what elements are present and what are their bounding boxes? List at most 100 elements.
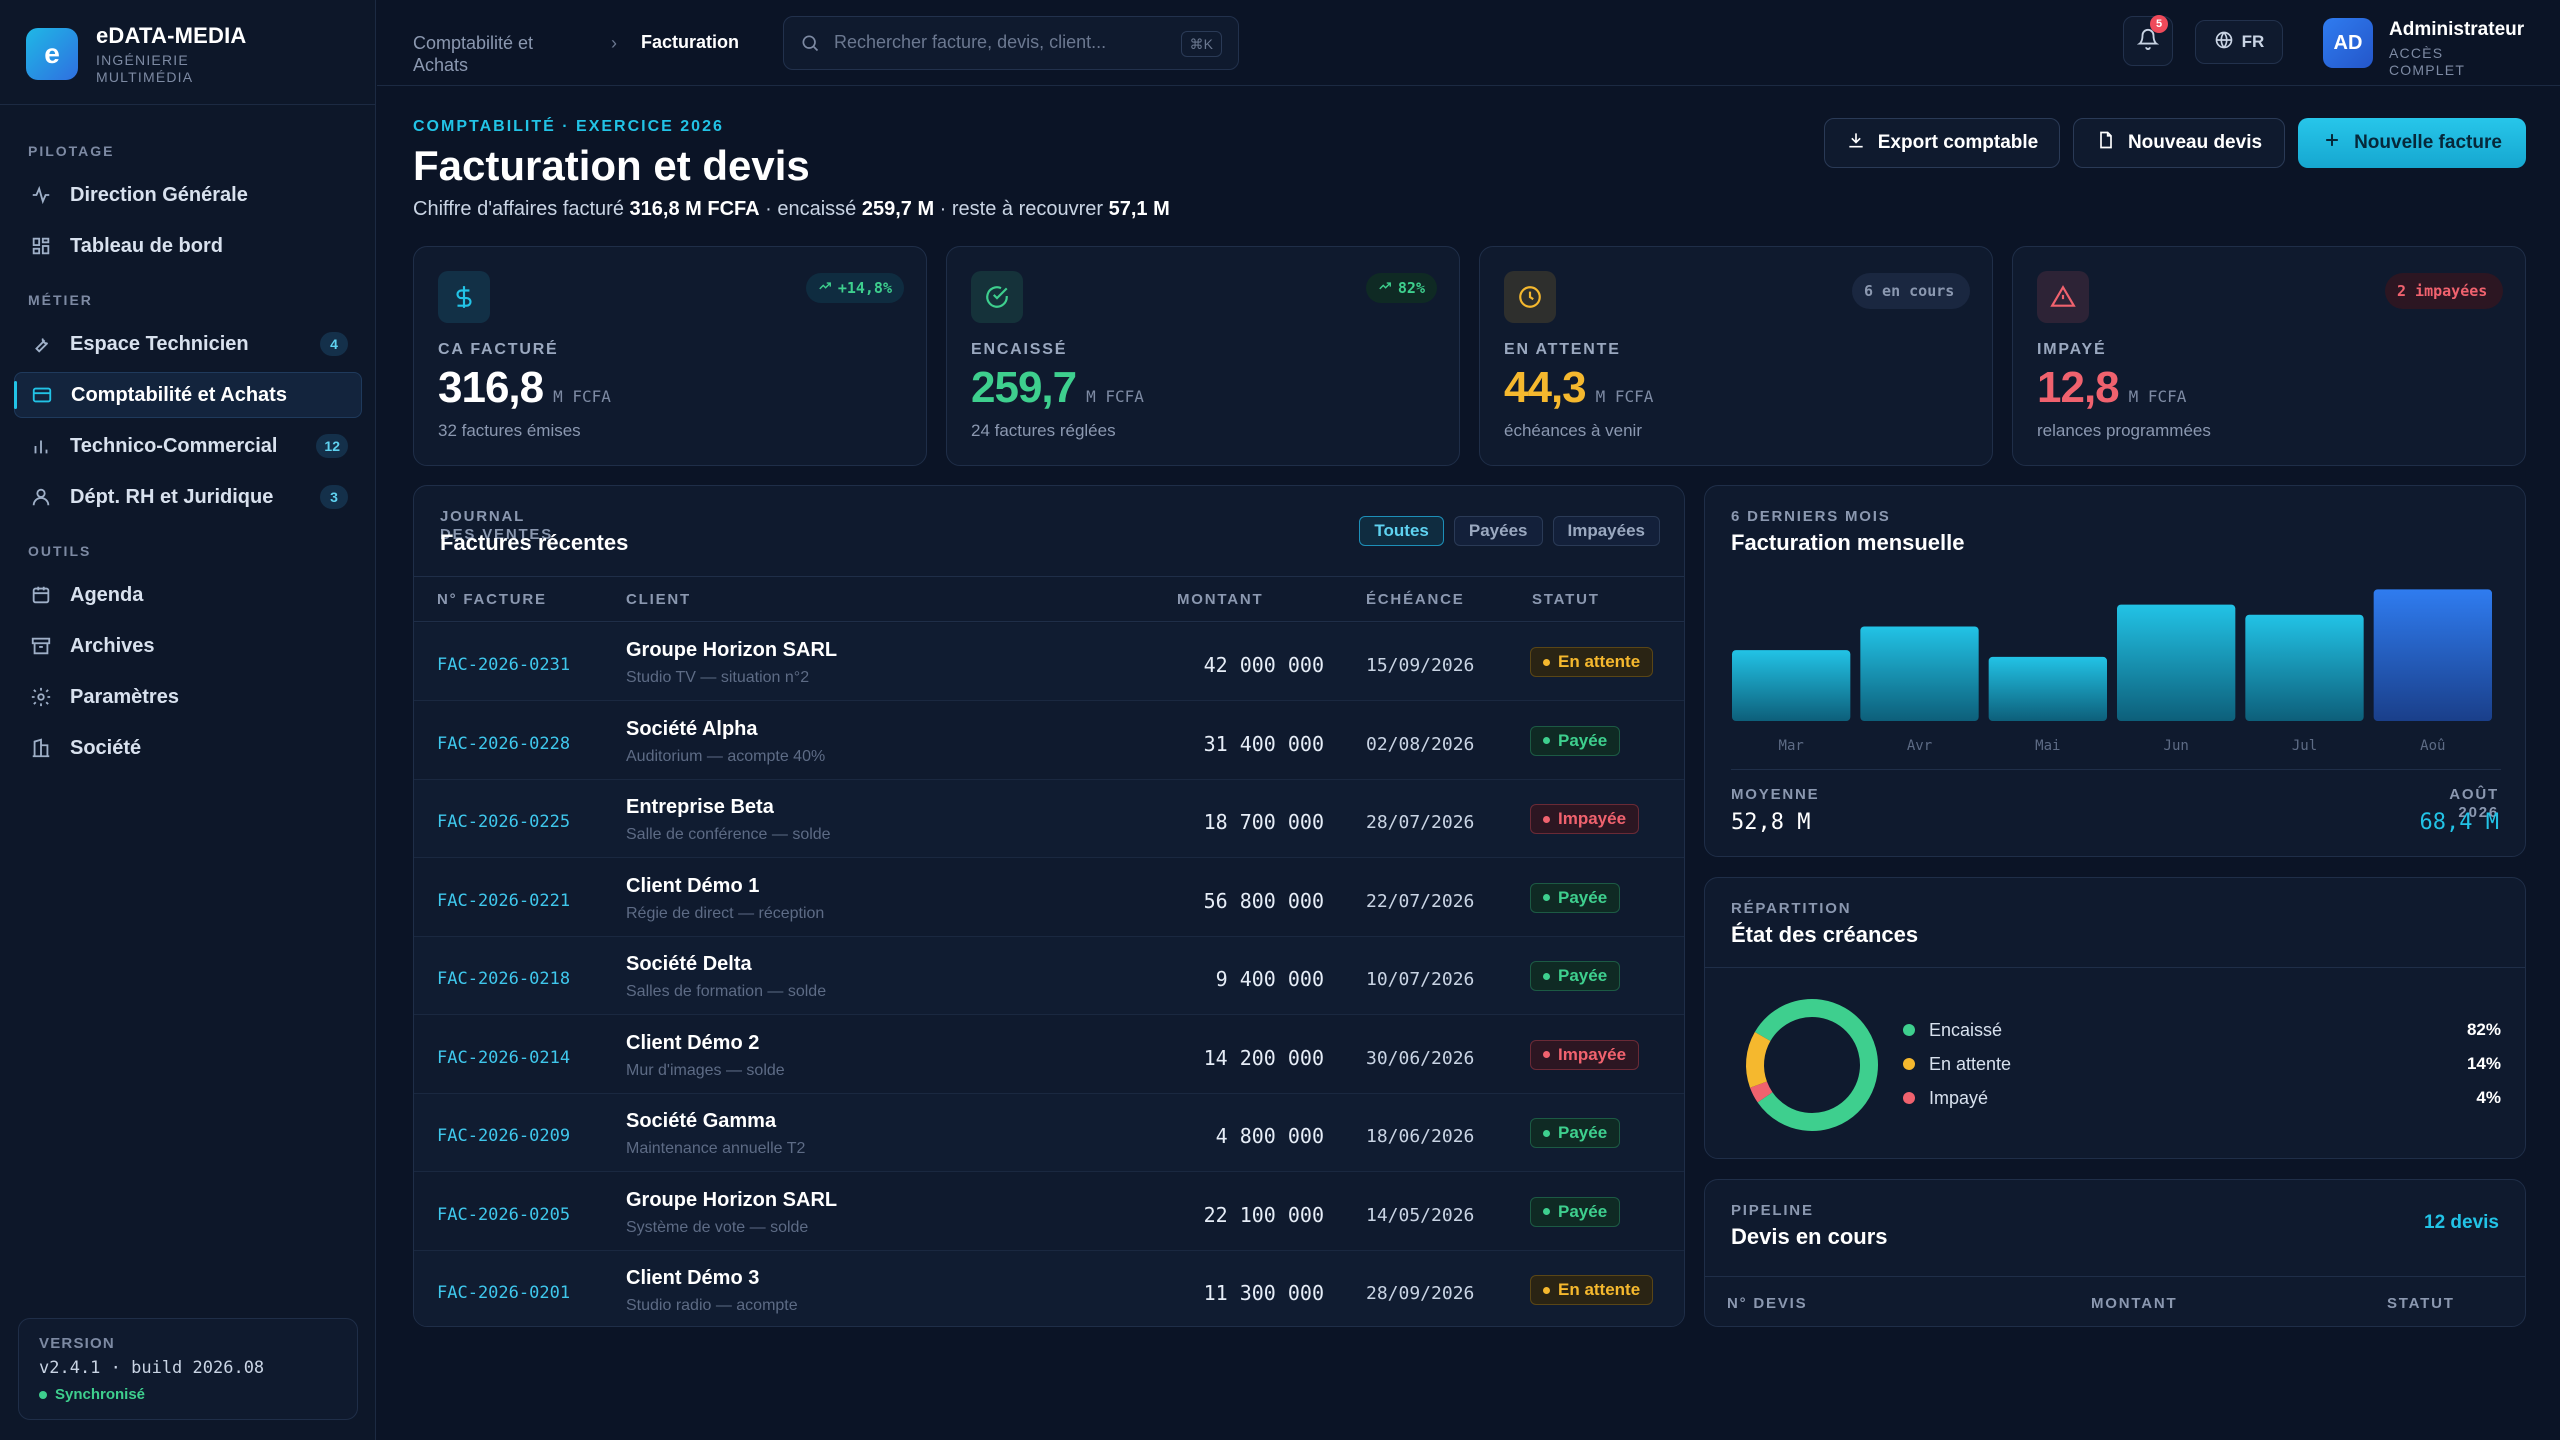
kpi-pill-label: 6 en cours — [1864, 282, 1955, 300]
new-invoice-button[interactable]: Nouvelle facture — [2298, 118, 2526, 168]
table-row[interactable]: FAC-2026-0209 Société Gamma Maintenance an… — [414, 1094, 1684, 1172]
table-row[interactable]: FAC-2026-0214 Client Démo 2 Mur d'images —… — [414, 1016, 1684, 1094]
kpi-label: ENCAISSÉ — [971, 341, 1068, 358]
kpi-card[interactable]: +14,8% CA FACTURÉ 316,8 M FCFA 32 factures é… — [413, 246, 927, 466]
sidebar-item-comptabilite-et-achats[interactable]: Comptabilité et Achats — [14, 372, 362, 418]
sidebar-item-direction-generale[interactable]: Direction Générale — [14, 172, 362, 218]
filter-all[interactable]: Toutes — [1359, 516, 1444, 546]
search-input[interactable]: Rechercher facture, devis, client... ⌘K — [783, 16, 1239, 70]
invoice-number-link[interactable]: FAC-2026-0218 — [437, 969, 571, 989]
invoice-client: Entreprise Beta — [626, 796, 774, 818]
sidebar-item-espace-technicien[interactable]: Espace Technicien 4 — [14, 321, 362, 367]
clock-icon — [1504, 271, 1556, 323]
invoices-title: Factures récentes — [440, 530, 629, 555]
dollar-icon — [438, 271, 490, 323]
col-quote-number[interactable]: N° DEVIS — [1727, 1295, 1808, 1312]
table-row[interactable]: FAC-2026-0228 Société Alpha Auditorium — a… — [414, 702, 1684, 780]
invoice-number-link[interactable]: FAC-2026-0221 — [437, 890, 571, 911]
sync-dot — [39, 1390, 47, 1399]
monthly-eyebrow: 6 DERNIERS MOIS — [1731, 508, 1891, 525]
invoice-filters: Toutes Payées Impayées — [1359, 516, 1660, 546]
table-row[interactable]: FAC-2026-0231 Groupe Horizon SARL Studio T… — [414, 623, 1684, 701]
table-row[interactable]: FAC-2026-0221 Client Démo 1 Régie de direc… — [414, 859, 1684, 937]
invoice-amount: 4 800 000 — [1215, 1124, 1324, 1148]
invoices-eyebrow: JOURNAL DES VENTES — [440, 508, 554, 543]
sidebar-item-tableau-de-bord[interactable]: Tableau de bord — [14, 223, 362, 269]
filter-paid[interactable]: Payées — [1453, 516, 1543, 546]
grid-icon — [30, 235, 52, 257]
kpi-card[interactable]: 6 en cours EN ATTENTE 44,3 M FCFA échéances … — [1479, 246, 1993, 466]
status-dot — [1543, 737, 1550, 744]
invoice-due-date: 10/07/2026 — [1366, 969, 1475, 990]
monthly-divider — [1731, 769, 2501, 770]
trend-up-icon — [1378, 279, 1392, 297]
breadcrumb-parent[interactable]: Comptabilité et Achats — [413, 33, 534, 75]
search-placeholder: Rechercher facture, devis, client... — [834, 32, 1107, 52]
invoice-description: Mur d'images — solde — [626, 1061, 785, 1079]
sync-status: Synchronisé — [39, 1386, 337, 1403]
kpi-card[interactable]: 82% ENCAISSÉ 259,7 M FCFA 24 factures réglée… — [946, 246, 1460, 466]
monthly-bar-chart: Mar Avr Mai Jun Jul Aoû — [1732, 589, 2492, 754]
filter-unpaid[interactable]: Impayées — [1552, 516, 1660, 546]
col-due-date[interactable]: ÉCHÉANCE — [1366, 591, 1465, 608]
notifications-button[interactable]: 5 — [2123, 15, 2173, 66]
language-selector[interactable]: FR — [2195, 20, 2283, 64]
brand-subtitle: INGÉNIERIE MULTIMÉDIA — [96, 51, 194, 85]
page-eyebrow: COMPTABILITÉ · EXERCICE 2026 — [413, 118, 724, 135]
x-tick-label: Jun — [2164, 738, 2189, 754]
legend-percent: 14% — [2466, 1054, 2501, 1073]
nav-section-outils: OUTILS — [28, 543, 92, 559]
sidebar-item-archives[interactable]: Archives — [14, 623, 362, 669]
kpi-footnote: 32 factures émises — [438, 421, 581, 440]
brand[interactable]: e eDATA-MEDIA INGÉNIERIE MULTIMÉDIA — [26, 23, 247, 85]
user-name[interactable]: Administrateur — [2389, 19, 2525, 40]
avatar[interactable]: AD — [2323, 18, 2373, 68]
col-quote-status[interactable]: STATUT — [2387, 1295, 2455, 1312]
status-dot — [1543, 1286, 1550, 1294]
bar-jun[interactable] — [2117, 604, 2236, 721]
bar-jul[interactable] — [2245, 614, 2364, 721]
invoice-description: Maintenance annuelle T2 — [626, 1140, 806, 1157]
invoice-number-link[interactable]: FAC-2026-0225 — [437, 812, 571, 832]
col-quote-amount[interactable]: MONTANT — [2091, 1295, 2178, 1312]
invoice-due-date: 22/07/2026 — [1366, 890, 1475, 912]
legend-percent: 82% — [2466, 1020, 2501, 1039]
invoice-amount: 31 400 000 — [1203, 731, 1324, 756]
invoice-number-link[interactable]: FAC-2026-0231 — [437, 655, 571, 675]
monthly-billing-panel: 6 DERNIERS MOIS Facturation mensuelle Ma… — [1704, 485, 2526, 857]
status-label: Impayée — [1558, 809, 1627, 828]
invoice-number-link[interactable]: FAC-2026-0201 — [437, 1283, 571, 1303]
kpi-unit: M FCFA — [1595, 387, 1654, 406]
col-invoice-number[interactable]: N° FACTURE — [437, 591, 547, 608]
bar-mai[interactable] — [1988, 656, 2107, 721]
table-row[interactable]: FAC-2026-0218 Société Delta Salles de form… — [414, 937, 1684, 1015]
invoice-number-link[interactable]: FAC-2026-0228 — [437, 733, 571, 754]
table-row[interactable]: FAC-2026-0225 Entreprise Beta Salle de con… — [414, 780, 1684, 858]
sidebar-item-parametres[interactable]: Paramètres — [14, 674, 362, 720]
sidebar-item-agenda[interactable]: Agenda — [14, 572, 362, 618]
kpi-card[interactable]: 2 impayées IMPAYÉ 12,8 M FCFA relances progr… — [2012, 246, 2526, 466]
sidebar-item-societe[interactable]: Société — [14, 725, 362, 771]
bar-aoû[interactable] — [2373, 589, 2492, 721]
invoice-number-link[interactable]: FAC-2026-0205 — [437, 1204, 571, 1225]
table-row[interactable]: FAC-2026-0205 Groupe Horizon SARL Système … — [414, 1173, 1684, 1251]
invoice-number-link[interactable]: FAC-2026-0209 — [437, 1126, 571, 1146]
sidebar-item-label: Paramètres — [70, 685, 179, 708]
export-button[interactable]: Export comptable — [1824, 118, 2060, 168]
status-dot — [1543, 1208, 1550, 1215]
pipeline-panel: PIPELINE Devis en cours 12 devis N° DEVI… — [1704, 1179, 2526, 1327]
new-quote-button[interactable]: Nouveau devis — [2073, 118, 2285, 168]
invoice-number-link[interactable]: FAC-2026-0214 — [437, 1047, 571, 1068]
pipeline-count-link[interactable]: 12 devis — [2424, 1212, 2499, 1233]
table-row[interactable]: FAC-2026-0201 Client Démo 3 Studio radio —… — [414, 1251, 1684, 1326]
col-amount[interactable]: MONTANT — [1177, 591, 1264, 608]
col-status[interactable]: STATUT — [1532, 591, 1600, 608]
bar-mar[interactable] — [1732, 650, 1851, 721]
donut-slice-encaisse[interactable] — [1737, 990, 1887, 1140]
archive-icon — [30, 635, 52, 657]
search-icon — [800, 33, 820, 58]
sidebar-item-technico-commercial[interactable]: Technico-Commercial 12 — [14, 423, 362, 469]
sidebar-item-dept-rh-et-juridique[interactable]: Dépt. RH et Juridique 3 — [14, 474, 362, 520]
col-client[interactable]: CLIENT — [626, 591, 691, 608]
bar-avr[interactable] — [1860, 626, 1979, 722]
